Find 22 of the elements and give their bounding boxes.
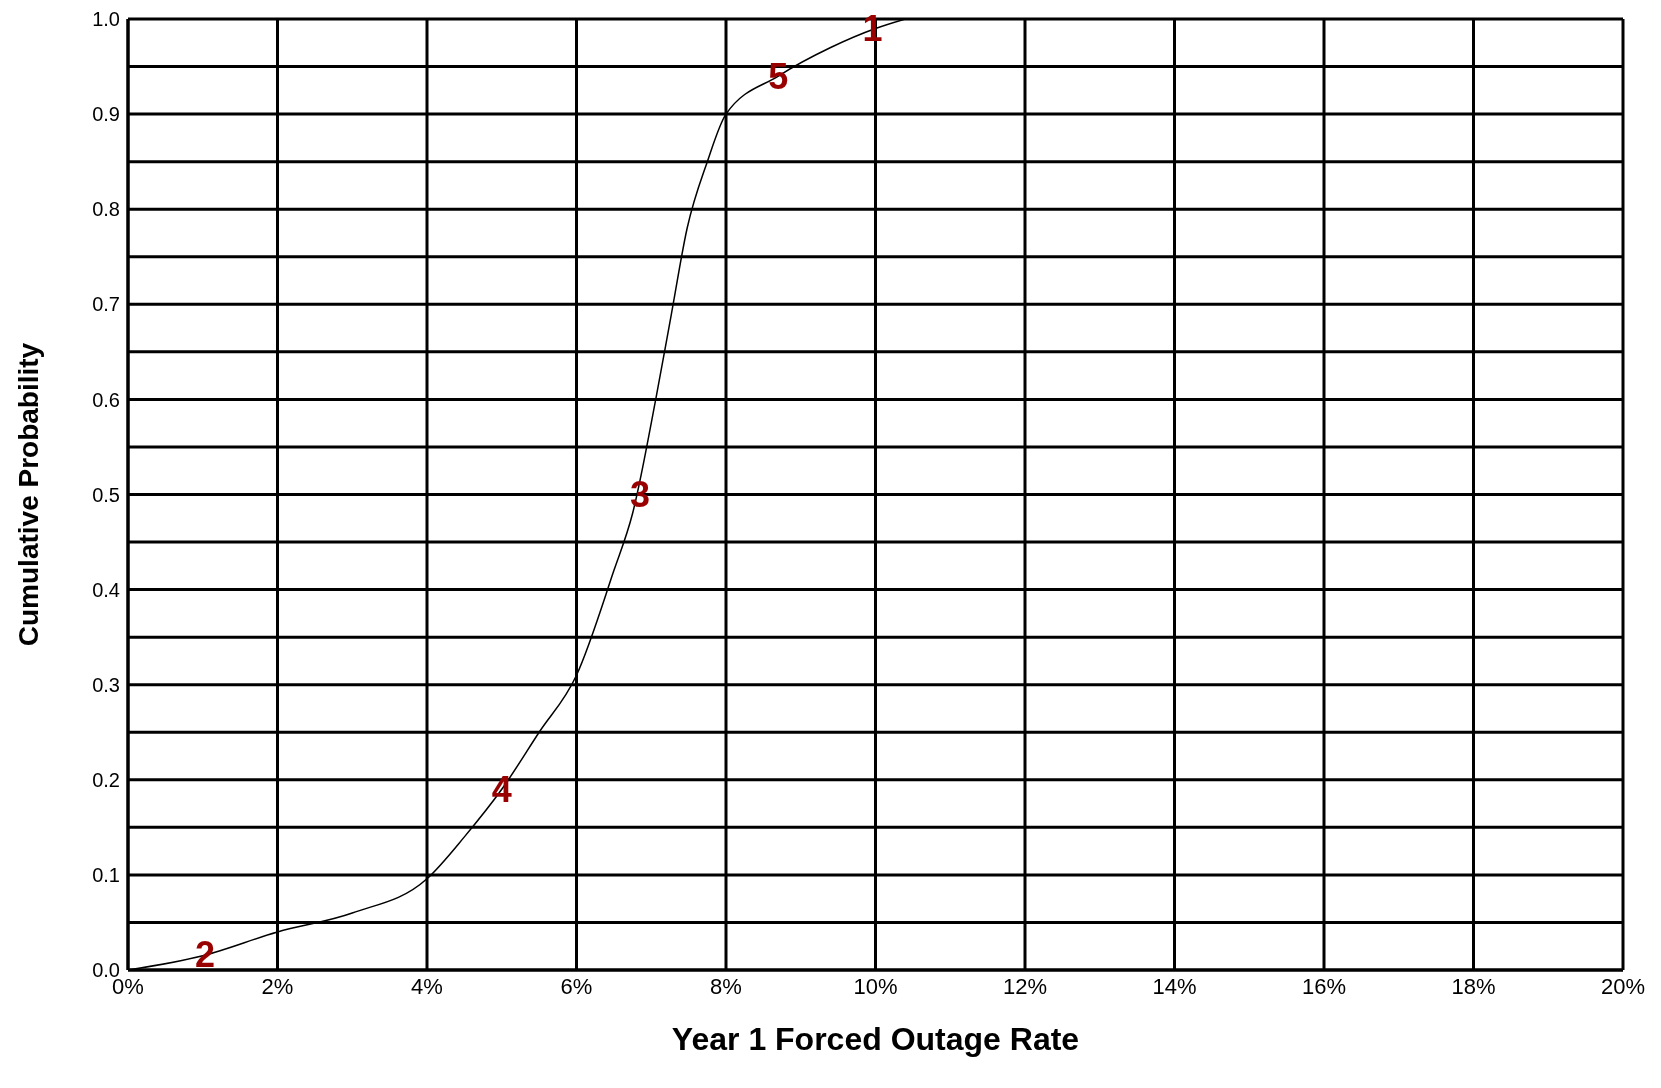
x-tick-label: 8% <box>710 973 742 999</box>
y-tick-label: 0.6 <box>92 388 120 411</box>
x-tick-label: 16% <box>1301 973 1347 999</box>
y-axis-title: Cumulative Probability <box>12 342 44 647</box>
x-tick-label: 4% <box>411 973 443 999</box>
x-tick-label: 18% <box>1451 973 1496 999</box>
y-tick-label: 0.1 <box>92 864 120 886</box>
y-tick-label: 0.7 <box>92 293 120 316</box>
y-tick-label: 0.2 <box>92 768 120 791</box>
x-tick-label: 20% <box>1600 973 1646 999</box>
x-tick-label: 12% <box>1002 973 1048 999</box>
x-tick-label: 2% <box>261 973 294 999</box>
x-axis-title: Year 1 Forced Outage Rate <box>671 1021 1080 1057</box>
x-tick-label: 14% <box>1152 973 1197 999</box>
y-tick-label: 0.9 <box>92 103 120 126</box>
y-tick-label: 0.4 <box>92 578 120 601</box>
y-tick-label: 0.3 <box>92 673 120 696</box>
x-tick-label: 6% <box>560 973 593 999</box>
y-tick-label: 0.5 <box>92 483 120 506</box>
y-tick-label: 0.8 <box>92 198 120 221</box>
y-tick-label: 1.0 <box>92 8 120 31</box>
x-tick-label: 10% <box>853 973 898 999</box>
